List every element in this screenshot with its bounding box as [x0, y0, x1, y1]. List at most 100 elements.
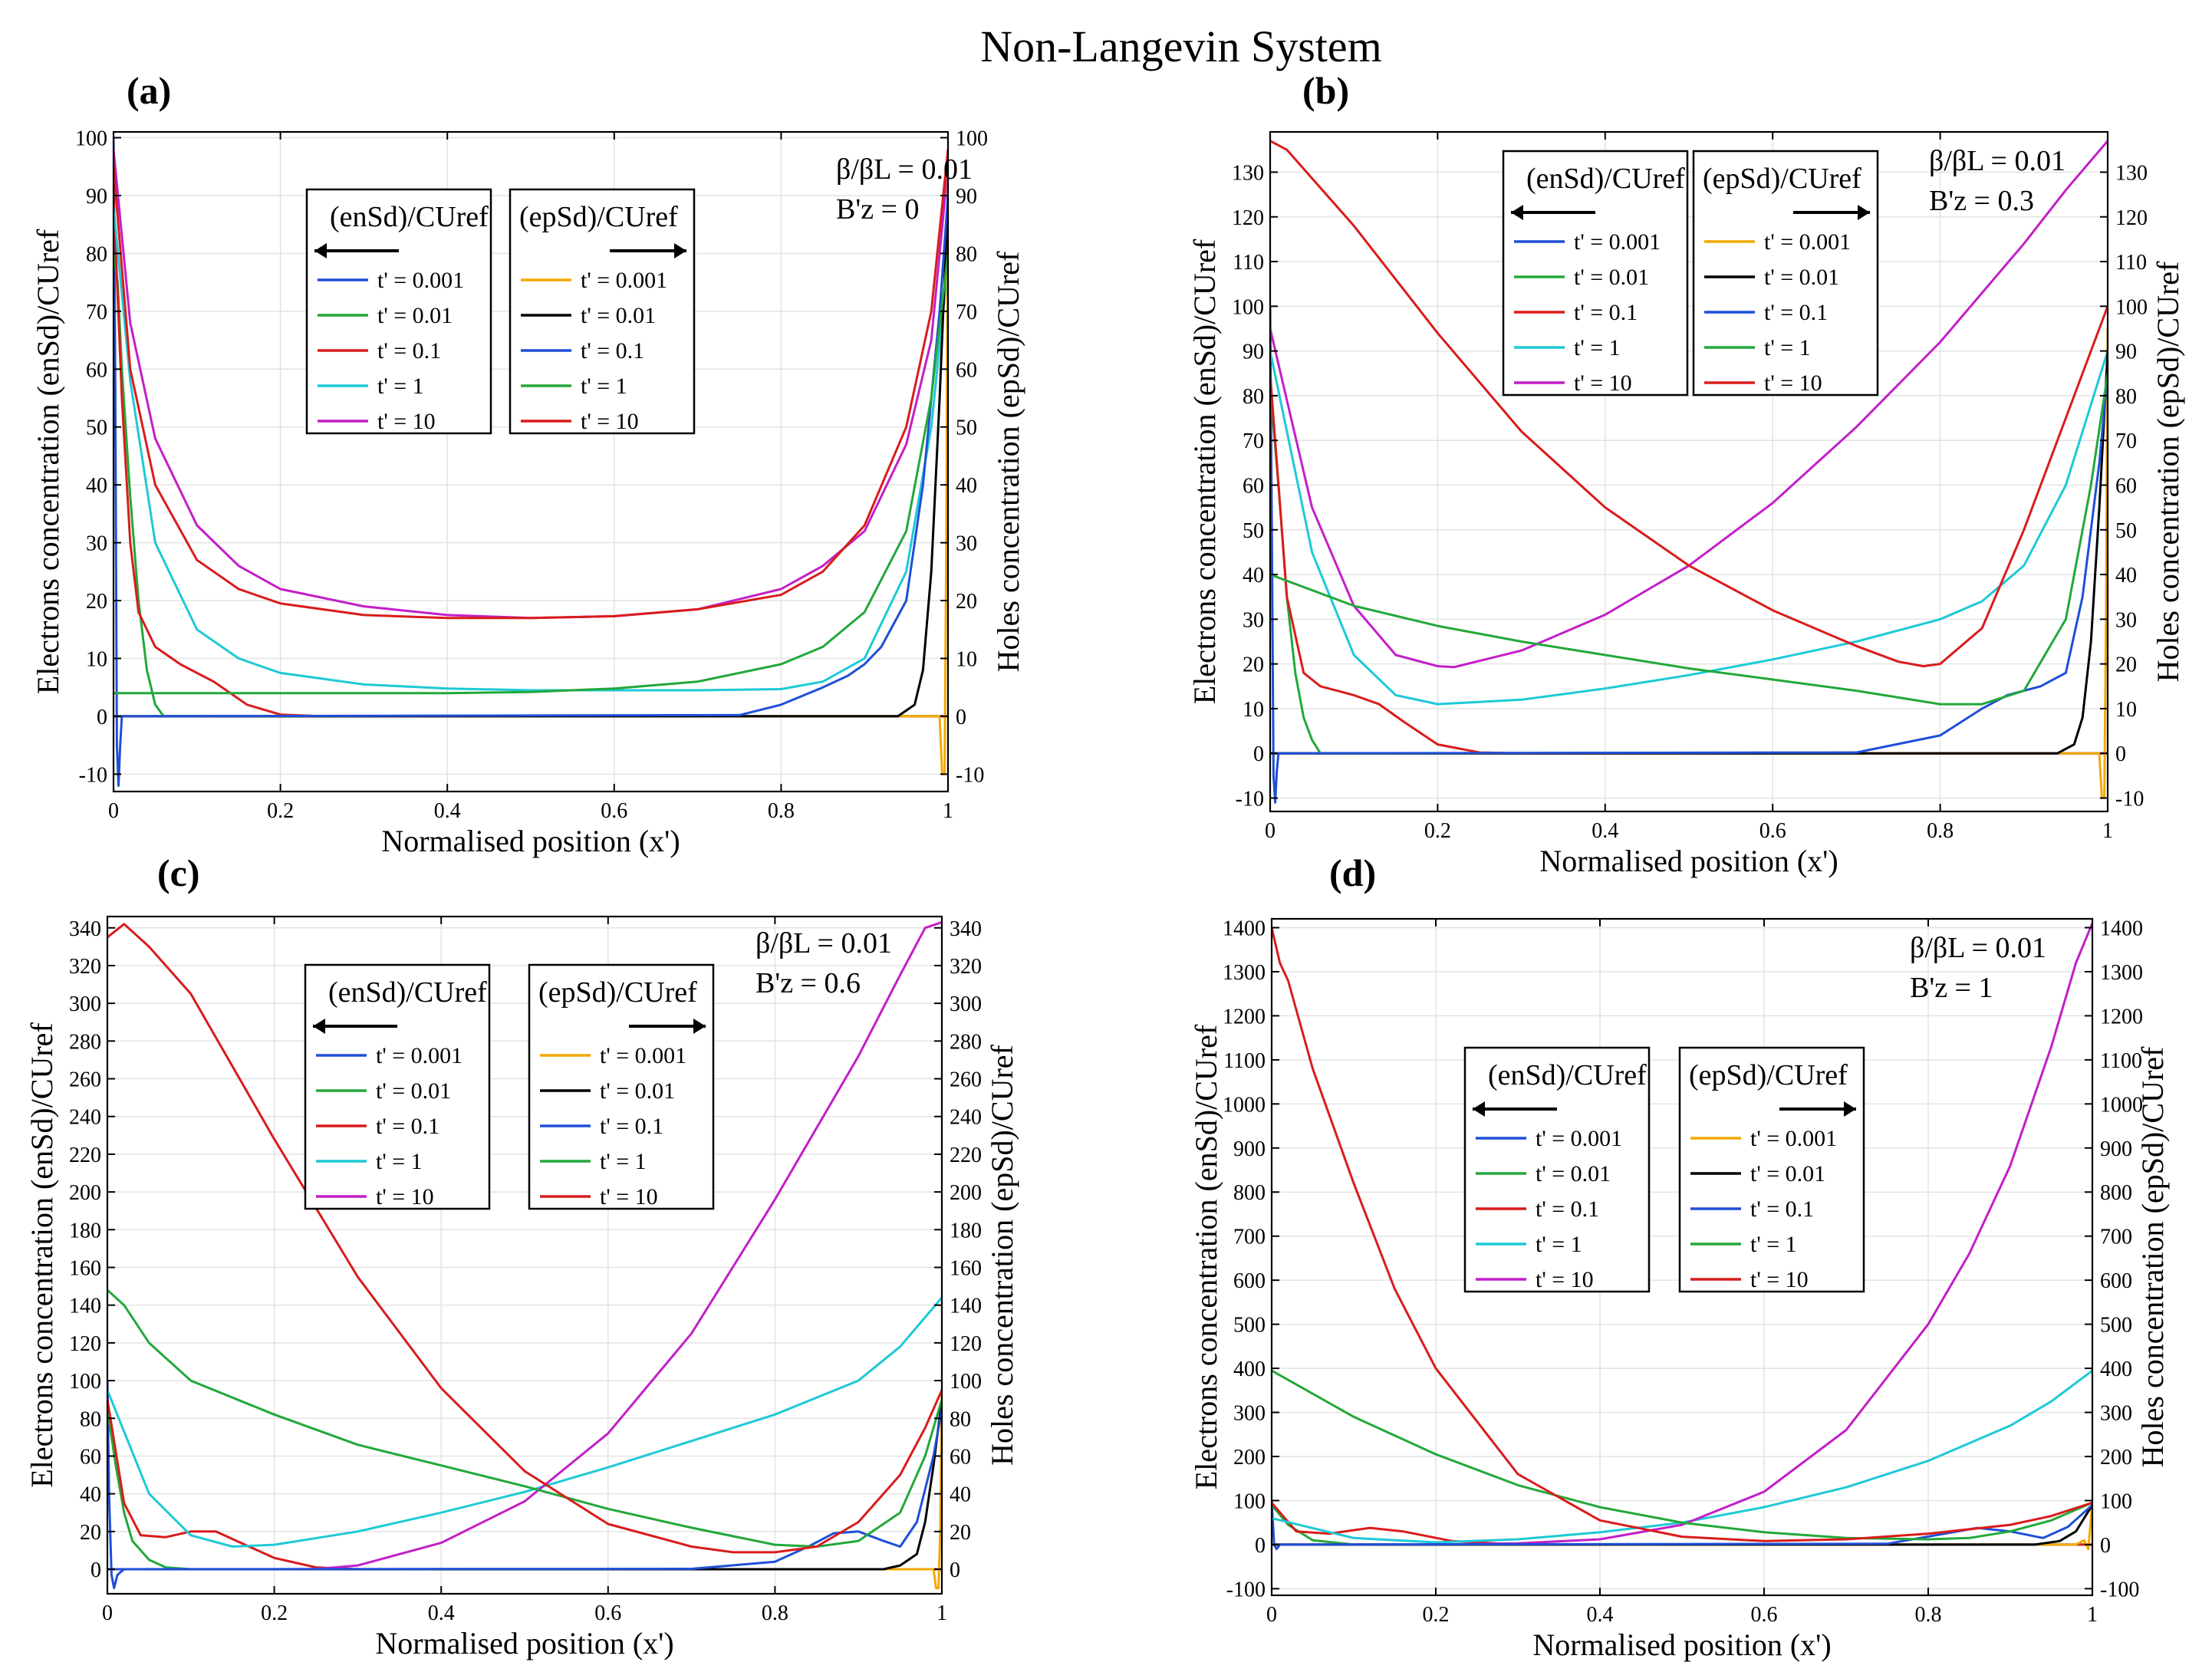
series-group	[107, 920, 942, 1590]
y-tick-label-right: 10	[2115, 698, 2137, 722]
x-tick-label: 0	[102, 1601, 113, 1625]
legend-entry: t' = 1	[1574, 335, 1621, 360]
y-tick-label-right: 90	[2115, 341, 2137, 364]
series-line-3	[1272, 1369, 2092, 1544]
legend-entry: t' = 0.01	[1574, 265, 1649, 290]
legend-entry: t' = 0.001	[1536, 1126, 1622, 1151]
legend-entry: t' = 0.001	[377, 268, 464, 293]
y-tick-label-left: 100	[69, 1370, 101, 1394]
x-tick-label: 0.4	[1592, 819, 1618, 843]
y-tick-label-right: 1200	[2100, 1005, 2143, 1029]
y-tick-label-right: 80	[956, 242, 977, 266]
plot-frame	[1269, 130, 2109, 813]
y-tick-label-left: 80	[80, 1407, 101, 1431]
x-tick-label: 0.2	[1424, 819, 1451, 843]
y-tick-label-right: 180	[950, 1219, 982, 1242]
y-tick-label-right: 110	[2115, 251, 2147, 275]
legend-entry: t' = 1	[377, 374, 424, 399]
y-tick-label-left: 100	[1232, 295, 1264, 319]
y-tick-label-right: 90	[956, 185, 977, 209]
legend-entry: t' = 1	[1750, 1232, 1797, 1257]
series-line-9	[114, 149, 948, 620]
series-line-8	[1272, 1369, 2092, 1541]
series-line-3	[1270, 351, 2108, 706]
legend-holes: (epSd)/CUref t' = 0.001 t' = 0.01 t' = 0.1 t…	[1678, 1046, 1865, 1293]
legend-electrons: (enSd)/CUref t' = 0.001 t' = 0.01 t' = 0.1 t…	[1463, 1046, 1651, 1293]
y-tick-label-left: 700	[1233, 1226, 1266, 1249]
y-tick-label-right: 70	[2115, 430, 2137, 453]
series-line-2	[107, 1399, 942, 1571]
y-tick-label-right: 240	[950, 1106, 982, 1130]
y-tick-label-right: 80	[2115, 385, 2137, 409]
y-tick-label-left: 30	[86, 532, 107, 556]
y-tick-label-left: 90	[86, 185, 107, 209]
y-tick-label-left: 400	[1233, 1358, 1266, 1381]
legend-entry: t' = 0.01	[600, 1078, 675, 1104]
y-tick-label-right: 20	[950, 1521, 971, 1545]
y-tick-label-left: 0	[97, 706, 107, 729]
y-tick-label-left: 260	[69, 1068, 101, 1092]
legend-entry: t' = 0.1	[581, 338, 644, 364]
legend-header: (enSd)/CUref	[1526, 163, 1685, 195]
y-tick-label-right: 100	[950, 1370, 982, 1394]
y-tick-label-right: 60	[956, 358, 977, 382]
y-tick-label-right: 60	[950, 1445, 971, 1469]
y-tick-label-right: 900	[2100, 1137, 2132, 1161]
y-tick-label-right: 40	[2115, 564, 2137, 588]
legend-entry: t' = 0.1	[600, 1114, 663, 1139]
x-axis-label: Normalised position (x')	[381, 824, 680, 858]
y-tick-label-left: 300	[69, 992, 101, 1016]
panel-label: (b)	[1302, 69, 1349, 112]
x-tick-label: 0.6	[601, 799, 627, 823]
y-tick-label-right: 220	[950, 1144, 982, 1167]
legend-entry: t' = 0.001	[600, 1043, 686, 1068]
panel-label: (a)	[127, 69, 171, 112]
legend-entry: t' = 0.01	[1750, 1161, 1825, 1187]
y-tick-label-right: 320	[950, 955, 982, 979]
legend-arrowhead	[674, 243, 686, 258]
y-tick-label-right: 50	[2115, 519, 2137, 543]
legend-holes: (epSd)/CUref t' = 0.001 t' = 0.01 t' = 0.1 t…	[528, 963, 715, 1210]
y-tick-label-right: 0	[950, 1558, 960, 1582]
legend-entry: t' = 0.001	[1764, 229, 1851, 255]
series-line-8	[1270, 373, 2108, 706]
y-tick-label-right: 10	[956, 647, 977, 671]
annotation-line: β/βL = 0.01	[755, 927, 892, 959]
series-line-3	[114, 206, 948, 692]
x-tick-label: 1	[936, 1601, 947, 1625]
plot-frame	[1270, 917, 2094, 1597]
legend-entry: t' = 0.1	[377, 338, 441, 364]
y-axis-label-left: Electrons concentration (enSd)/CUref	[1187, 239, 1222, 704]
panel-label: (c)	[157, 851, 200, 894]
y-tick-label-left: 800	[1233, 1181, 1266, 1205]
y-tick-label-right: 340	[950, 917, 982, 941]
legend-box	[509, 188, 696, 435]
x-tick-label: 0.4	[434, 799, 461, 823]
legend-arrowhead	[1473, 1101, 1485, 1117]
y-tick-label-left: 120	[69, 1332, 101, 1356]
series-line-9	[107, 923, 942, 1554]
legend-entry: t' = 0.01	[1536, 1161, 1611, 1187]
x-tick-label: 0	[108, 799, 119, 823]
legend-header: (enSd)/CUref	[328, 976, 487, 1009]
figure-title: Non-Langevin System	[980, 21, 1382, 71]
x-tick-label: 0.8	[1915, 1603, 1942, 1627]
y-tick-label-left: 900	[1233, 1137, 1266, 1161]
series-line-1	[1270, 387, 2108, 755]
legend-header: (enSd)/CUref	[1488, 1059, 1647, 1091]
legend-header: (epSd)/CUref	[1689, 1059, 1848, 1091]
y-tick-label-left: 120	[1232, 206, 1264, 230]
y-tick-label-left: 100	[1233, 1489, 1266, 1513]
legend-electrons: (enSd)/CUref t' = 0.001 t' = 0.01 t' = 0.1 t…	[304, 963, 491, 1210]
legend-entry: t' = 0.01	[377, 303, 453, 328]
y-axis-label-right: Holes concentration (epSd)/CUref	[991, 251, 1025, 672]
y-tick-label-right: 120	[950, 1332, 982, 1356]
legend-arrowhead	[313, 1019, 325, 1034]
y-tick-label-left: 130	[1232, 161, 1264, 185]
annotation-line: B'z = 0	[836, 193, 920, 225]
y-tick-label-left: 20	[1243, 653, 1264, 677]
y-tick-label-right: 700	[2100, 1226, 2132, 1249]
x-tick-label: 1	[943, 799, 953, 823]
